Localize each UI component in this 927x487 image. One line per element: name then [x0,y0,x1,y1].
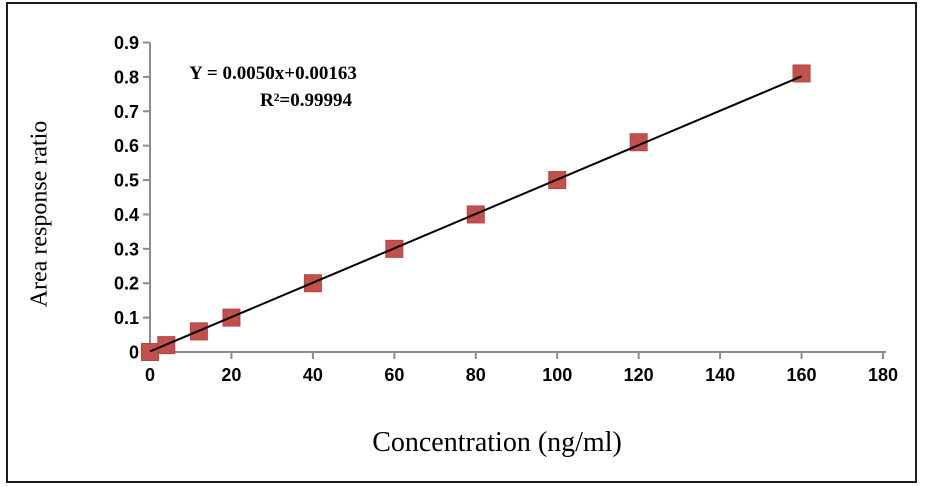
x-tick-label: 180 [868,365,898,385]
x-tick-label: 120 [624,365,654,385]
x-tick-label: 80 [466,365,486,385]
y-axis-title: Area response ratio [26,120,53,308]
x-tick-label: 160 [787,365,817,385]
y-tick-label: 0.5 [114,171,139,191]
y-tick-label: 0.3 [114,239,139,259]
data-point [141,343,159,361]
y-tick-label: 0 [129,343,139,363]
equation-annotation: Y = 0.0050x+0.00163 R²=0.99994 [157,60,389,114]
x-tick-label: 140 [705,365,735,385]
y-tick-label: 0.2 [114,274,139,294]
regression-equation: Y = 0.0050x+0.00163 [189,63,357,84]
r-squared-value: R²=0.99994 [260,90,352,111]
y-tick-label: 0.7 [114,102,139,122]
x-tick-label: 0 [145,365,155,385]
x-tick-label: 40 [303,365,323,385]
x-axis-title: Concentration (ng/ml) [372,427,622,458]
x-tick-label: 20 [221,365,241,385]
y-tick-label: 0.1 [114,308,139,328]
x-tick-label: 100 [542,365,572,385]
y-tick-label: 0.8 [114,67,139,87]
y-tick-label: 0.6 [114,136,139,156]
y-tick-label: 0.4 [114,205,139,225]
x-tick-label: 60 [384,365,404,385]
y-tick-label: 0.9 [114,33,139,53]
trend-line [149,75,802,353]
